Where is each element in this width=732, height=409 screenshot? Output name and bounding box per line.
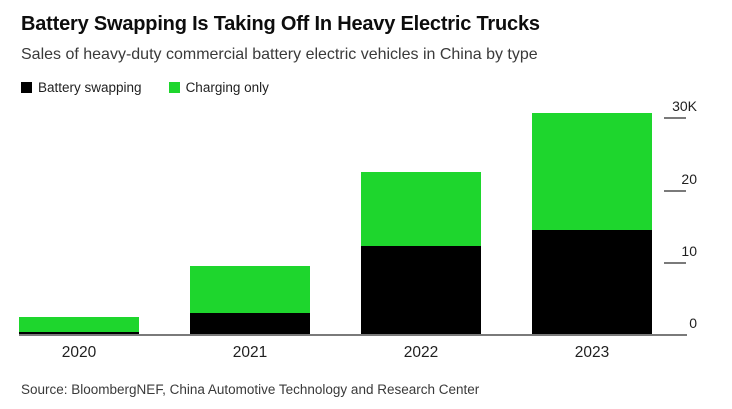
y-tick-label-20: 20: [681, 170, 697, 187]
y-tick-label-0: 0: [689, 315, 697, 331]
legend-item-charging-only: Charging only: [168, 80, 269, 95]
y-tick-label-10: 10: [681, 243, 697, 260]
bar-2021-segment-battery-swapping: [190, 312, 310, 336]
bar-2020-segment-charging-only: [19, 317, 139, 333]
plot-area: [19, 96, 652, 336]
legend: Battery swapping Charging only: [21, 80, 269, 95]
chart-area: 2020 2021 2022 2023 0 10 20 30K: [0, 96, 732, 366]
source-attribution: Source: BloombergNEF, China Automotive T…: [21, 382, 480, 397]
x-axis-line: [19, 334, 687, 336]
x-axis-label-2023: 2023: [574, 344, 610, 361]
y-tick-mark-10: [664, 262, 686, 265]
legend-swatch-icon: [21, 82, 32, 93]
y-tick-label-30K: 30K: [672, 97, 697, 114]
legend-label: Charging only: [185, 80, 269, 95]
legend-item-battery-swapping: Battery swapping: [21, 80, 142, 95]
x-axis-label-2020: 2020: [61, 344, 97, 361]
bar-2023: [532, 113, 652, 336]
bar-2022-segment-battery-swapping: [361, 245, 481, 336]
x-axis-label-2021: 2021: [232, 344, 268, 361]
bar-2021: [190, 266, 310, 336]
bar-2021-segment-charging-only: [190, 266, 310, 313]
x-axis-label-2022: 2022: [403, 344, 439, 361]
bar-2023-segment-battery-swapping: [532, 229, 652, 336]
bar-2022: [361, 171, 481, 336]
chart-title: Battery Swapping Is Taking Off In Heavy …: [21, 13, 540, 35]
legend-swatch-icon: [168, 82, 180, 93]
y-tick-mark-20: [664, 189, 686, 192]
bar-2023-segment-charging-only: [532, 113, 652, 230]
chart-subtitle: Sales of heavy-duty commercial battery e…: [21, 46, 538, 63]
legend-label: Battery swapping: [38, 80, 142, 95]
bar-2022-segment-charging-only: [361, 171, 481, 246]
y-tick-mark-30K: [664, 116, 686, 119]
